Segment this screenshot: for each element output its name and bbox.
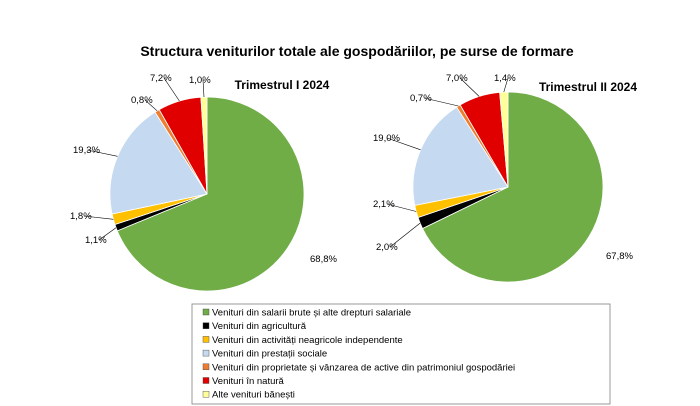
pie-2-slice-salary	[422, 91, 604, 283]
legend-swatch-independent	[202, 336, 210, 343]
pie-1-slice-social	[109, 111, 208, 215]
pie-2-label-social: 19,0%	[373, 133, 400, 144]
pie-2-label-in-kind: 7,0%	[446, 73, 468, 84]
pie-2-leader-in-kind	[459, 77, 480, 97]
legend-label-agriculture: Venituri din agricultură	[212, 321, 307, 332]
legend-swatch-property	[202, 363, 210, 370]
legend-label-independent: Venituri din activități neagricole indep…	[212, 335, 403, 346]
legend-swatch-salary	[202, 308, 210, 316]
pie-1-label-independent: 1,8%	[70, 211, 92, 222]
pie-chart-q2: 67,8% 2,0% 2,1% 19,0% 0,7% 7,0% 1,4%	[373, 73, 633, 283]
pie-1-label-in-kind: 7,2%	[150, 73, 172, 84]
pie-1-leader-property	[144, 99, 158, 112]
pie-1-label-other: 1,0%	[189, 75, 211, 86]
pie-2-label-agriculture: 2,0%	[376, 242, 398, 253]
pie-2-label-independent: 2,1%	[373, 199, 395, 210]
pie-1-label-salary: 68,8%	[310, 254, 337, 265]
legend-label-property: Venituri din proprietate și vânzarea de …	[212, 362, 515, 373]
pie-2-leader-other	[503, 77, 509, 93]
pie-1-label-social: 19,3%	[73, 145, 100, 156]
pie-2-leader-independent	[386, 203, 417, 212]
legend-swatch-agriculture	[202, 322, 210, 329]
pie-1-slice-salary	[116, 96, 305, 292]
pie-2-label-property: 0,7%	[410, 93, 432, 104]
pie-1-label-agriculture: 1,1%	[85, 235, 107, 246]
legend-box	[191, 303, 611, 405]
pie-2-label-salary: 67,8%	[606, 251, 633, 262]
pie-1-leader-independent	[83, 215, 114, 220]
pie-1-label-property: 0,8%	[131, 95, 153, 106]
pie-1-leader-agriculture	[98, 227, 117, 241]
pie-1-leader-other	[202, 79, 205, 98]
legend-label-salary: Venituri din salarii brute și alte drept…	[212, 308, 411, 319]
pie-2-label-other: 1,4%	[494, 73, 516, 84]
pie-chart-q1: 68,8% 1,1% 1,8% 19,3% 0,8% 7,2% 1,0%	[70, 73, 337, 292]
pie-2-leader-social	[386, 137, 421, 151]
pie-2-leader-property	[423, 97, 459, 107]
legend: Venituri din salarii brute și alte drept…	[191, 303, 611, 405]
pie-2-leader-agriculture	[389, 222, 421, 248]
legend-label-in-kind: Venituri în natură	[212, 376, 285, 387]
legend-label-other: Alte venituri bănești	[212, 390, 295, 401]
pie-1-title: Trimestrul I 2024	[235, 78, 330, 92]
pie-2-title: Trimestrul II 2024	[539, 80, 637, 94]
legend-swatch-in-kind	[202, 377, 210, 384]
legend-label-social: Venituri din prestații sociale	[212, 349, 327, 360]
pie-1-slice-other	[200, 96, 208, 195]
legend-swatch-other	[202, 391, 210, 398]
pie-1-leader-social	[86, 149, 118, 157]
pie-1-leader-in-kind	[163, 77, 180, 102]
chart-title: Structura veniturilor totale ale gospodă…	[140, 43, 574, 59]
legend-swatch-social	[202, 349, 210, 357]
